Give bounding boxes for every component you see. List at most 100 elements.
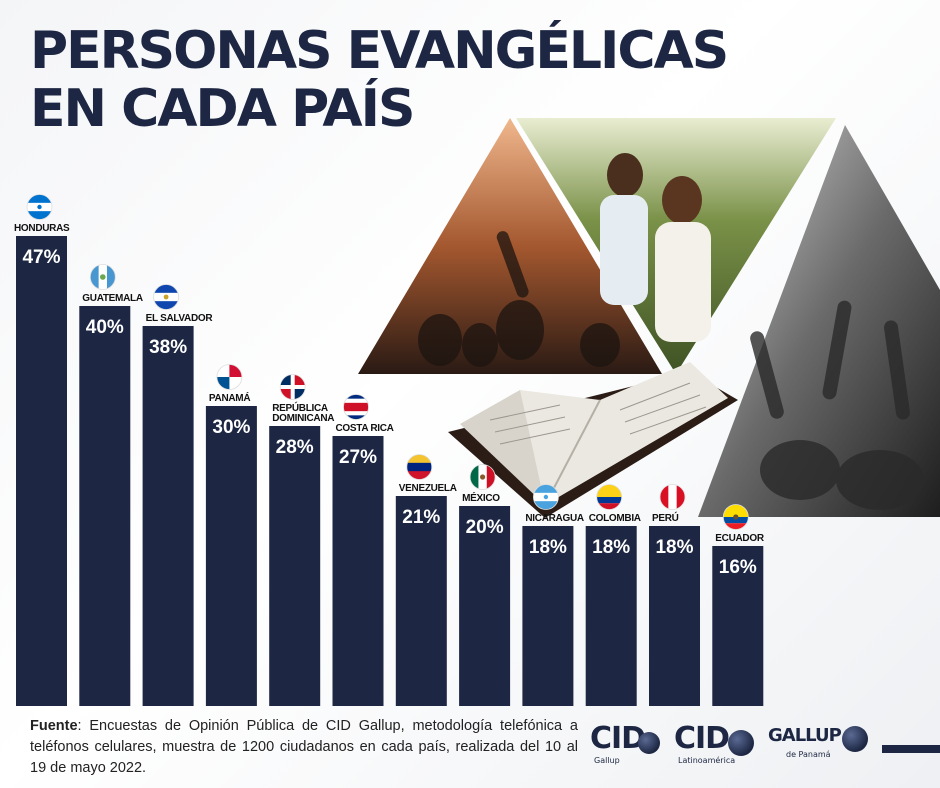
category-label-6: VENEZUELA <box>399 483 457 494</box>
bar-9 <box>585 526 637 706</box>
flag-stripe <box>153 301 179 310</box>
mexico-flag-icon <box>469 464 496 490</box>
flag-body <box>406 454 432 480</box>
flag-body <box>27 194 52 220</box>
accent-bar <box>882 745 940 753</box>
category-label-7: MÉXICO <box>462 491 500 504</box>
raised-hands-photo <box>698 125 940 517</box>
cid-latinoamerica-logo-sub: Latinoamérica <box>678 756 736 765</box>
gallup-panama-logo-sub: de Panamá <box>786 750 831 759</box>
flag-rim <box>279 374 306 400</box>
flag-rim <box>722 504 749 530</box>
value-label-8: 18% <box>529 537 567 558</box>
el-salvador-flag-icon <box>153 284 180 310</box>
flag-rim <box>26 194 53 220</box>
flag-stripe <box>723 517 749 524</box>
bar-3 <box>205 406 257 706</box>
flag-stripe <box>596 503 622 510</box>
colombia-flag-icon <box>596 484 623 510</box>
flag-body <box>533 484 559 510</box>
bar-0 <box>16 236 67 706</box>
open-bible-photo <box>448 362 738 518</box>
category-label-0: HONDURAS <box>14 223 70 234</box>
value-label-11: 16% <box>719 557 757 578</box>
globe-icon <box>728 730 754 756</box>
flag-stripe <box>343 402 369 408</box>
flag-stripe <box>27 211 52 220</box>
flag-emblem <box>480 474 486 480</box>
category-label-4-1: DOMINICANA <box>272 413 334 424</box>
flag-quarter <box>280 374 291 385</box>
guatemala-flag-icon <box>89 264 116 290</box>
flag-body <box>470 464 496 490</box>
flag-stripe <box>406 454 432 464</box>
flag-stripe <box>343 415 369 420</box>
flag-stripe <box>27 194 52 204</box>
flag-rim <box>89 264 116 290</box>
source-text: : Encuestas de Opinión Pública de CID Ga… <box>30 718 578 776</box>
category-label-1: GUATEMALA <box>82 293 143 304</box>
flag-emblem <box>733 514 739 520</box>
gallup-panama-logo-main: GALLUP <box>768 725 842 746</box>
flag-rim <box>343 394 369 420</box>
flag-stripe <box>470 464 479 490</box>
category-label-4-0: REPÚBLICA <box>272 401 328 414</box>
category-label-11: ECUADOR <box>715 533 765 544</box>
title-line-1: PERSONAS EVANGÉLICAS <box>30 21 729 81</box>
flag-emblem <box>543 494 549 500</box>
title-line-2: EN CADA PAÍS <box>30 79 415 139</box>
cid-gallup-logo: CID Gallup <box>590 721 660 765</box>
value-label-5: 27% <box>339 447 377 468</box>
flag-rim <box>659 484 686 510</box>
source-label: Fuente <box>30 718 78 734</box>
cid-gallup-logo-main: CID <box>590 721 646 756</box>
category-label-5: COSTA RICA <box>336 423 394 434</box>
flag-stripe <box>676 484 685 510</box>
flag-body <box>660 484 685 510</box>
raised-hands-figures <box>750 300 924 510</box>
bar-8 <box>522 526 574 706</box>
gallup-panama-logo: GALLUP de Panamá <box>768 722 868 759</box>
cid-gallup-logo-sub: Gallup <box>594 756 620 765</box>
flag-quarter <box>294 374 306 385</box>
value-label-6: 21% <box>402 507 440 528</box>
page-title: PERSONAS EVANGÉLICAS EN CADA PAÍS <box>30 21 729 139</box>
value-label-2: 38% <box>149 337 187 358</box>
category-label-8: NICARAGUA <box>525 513 583 524</box>
source-note: Fuente: Encuestas de Opinión Pública de … <box>30 716 578 779</box>
bar-2 <box>142 326 194 706</box>
flag-stripe <box>723 523 749 530</box>
category-label-2: EL SALVADOR <box>146 313 214 324</box>
flag-rim <box>596 484 623 510</box>
flag-body <box>280 374 306 400</box>
flag-body <box>90 264 116 290</box>
venezuela-flag-icon <box>406 454 433 480</box>
peru-flag-icon <box>659 484 686 510</box>
bar-11 <box>712 546 764 706</box>
flag-rim <box>406 454 433 480</box>
category-label-10: PERÚ <box>652 511 679 524</box>
flag-stripe <box>406 471 432 480</box>
bar-4 <box>269 426 321 706</box>
honduras-flag-icon <box>26 194 53 220</box>
value-label-10: 18% <box>655 537 693 558</box>
value-label-1: 40% <box>86 317 124 338</box>
bar-5 <box>332 436 384 706</box>
category-label-3: PANAMÁ <box>209 391 250 404</box>
flag-rim <box>216 364 243 390</box>
logos: CID Gallup CID Latinoamérica GALLUP de P… <box>590 722 890 772</box>
globe-icon <box>842 726 868 752</box>
cid-latinoamerica-logo: CID Latinoamérica <box>674 722 754 765</box>
bar-10 <box>649 526 700 706</box>
flag-stripe <box>660 484 669 510</box>
flag-stripe <box>596 497 622 504</box>
bar-1 <box>79 306 131 706</box>
flag-stripe <box>596 484 622 497</box>
flag-stripe <box>343 394 369 400</box>
flag-emblem <box>100 274 106 280</box>
category-label-9: COLOMBIA <box>589 513 641 524</box>
flag-body <box>343 394 369 420</box>
flag-rim <box>533 484 559 510</box>
